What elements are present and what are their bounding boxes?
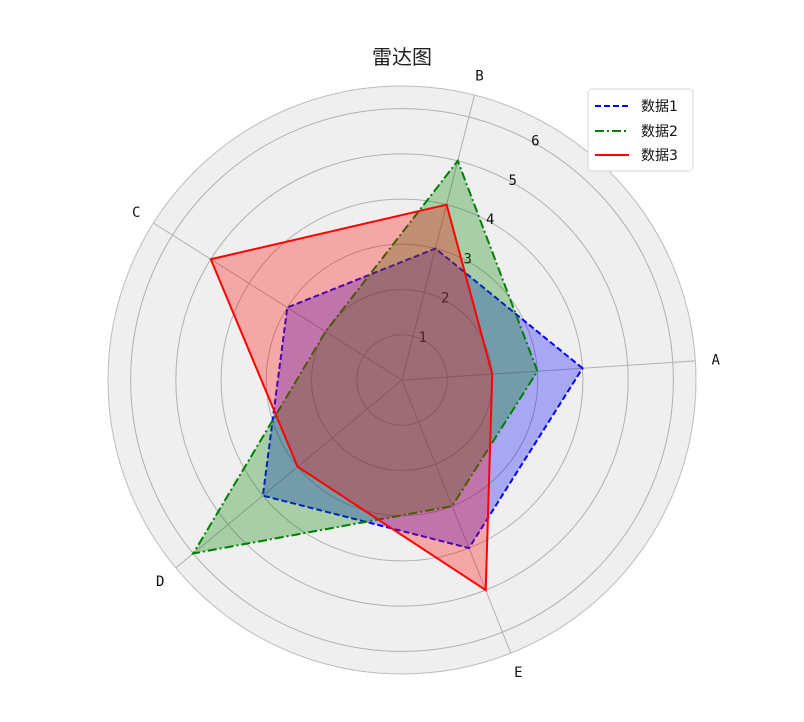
r-tick-label-3: 3 [464,251,472,267]
spoke-C [153,222,403,381]
category-labels: A B C D E [132,68,720,681]
spoke-B [401,94,475,381]
legend-label-series-3: 数据3 [641,148,678,164]
r-tick-label-1: 1 [419,330,427,346]
grid-ring-5 [175,153,629,607]
spoke-E [401,379,512,654]
legend: 数据1 数据2 数据3 [587,88,694,172]
category-label-D: D [156,574,164,590]
grid-ring-6 [130,108,674,652]
series-2-line [191,158,539,555]
grid-ring-4 [220,198,584,562]
r-tick-label-5: 5 [509,173,517,189]
legend-box [587,88,694,172]
grid-ring-3 [265,243,539,517]
r-tick-label-6: 6 [531,134,539,150]
category-label-A: A [711,353,720,369]
polar-grid [130,94,696,654]
spoke-D [175,379,403,569]
category-label-C: C [132,205,140,221]
series-1-fill [262,248,583,549]
category-label-E: E [514,665,522,681]
series-layer [191,158,584,592]
series-3-fill [210,204,493,591]
legend-label-series-2: 数据2 [641,124,678,140]
r-tick-label-2: 2 [441,291,449,307]
spoke-A [401,360,696,381]
grid-ring-1 [356,334,448,426]
legend-label-series-1: 数据1 [641,99,678,115]
series-2-fill [193,160,538,554]
chart-title: 雷达图 [372,45,432,69]
series-3-line [209,203,494,592]
r-tick-label-4: 4 [486,212,494,228]
radial-tick-labels: 1 2 3 4 5 6 [419,134,540,346]
category-label-B: B [475,68,483,84]
